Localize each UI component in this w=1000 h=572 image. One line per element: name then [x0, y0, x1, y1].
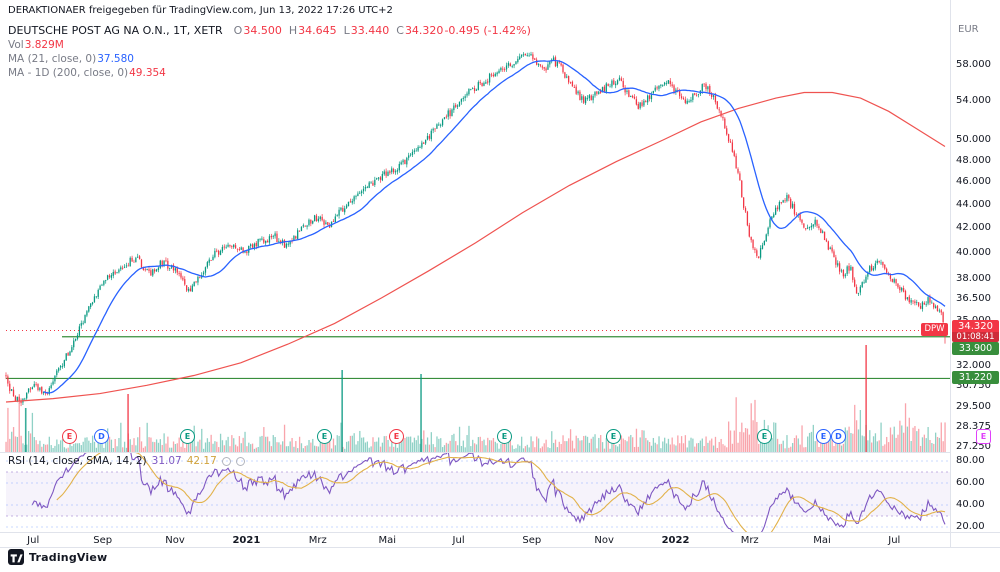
symbol-row: DEUTSCHE POST AG NA O.N., 1T, XETR O34.50… — [8, 23, 531, 38]
time-axis-label[interactable]: Mai — [813, 535, 831, 546]
price-axis-label[interactable]: 27.250 — [956, 441, 991, 453]
rsi-legend: RSI (14, close, SMA, 14, 2) 31.07 42.17 — [8, 455, 245, 467]
time-axis-label[interactable]: Jul — [27, 535, 40, 546]
volume-label[interactable]: Vol — [8, 39, 24, 51]
price-axis-label[interactable]: 28.375 — [956, 420, 991, 432]
time-axis-label[interactable]: Mrz — [740, 535, 759, 546]
ma21-label[interactable]: MA (21, close, 0) — [8, 53, 97, 65]
time-axis-label[interactable]: 2022 — [661, 535, 690, 546]
support-level-badge-1[interactable]: 33.900 — [952, 341, 999, 355]
high-label: H — [288, 24, 298, 37]
time-axis-label[interactable]: Mai — [378, 535, 396, 546]
price-axis-label[interactable]: 35.000 — [956, 315, 991, 327]
price-axis-label[interactable]: 44.000 — [956, 198, 991, 210]
event-marker-d[interactable]: D — [831, 429, 846, 444]
chart-attribution: DERAKTIONAER freigegeben für TradingView… — [8, 5, 393, 16]
price-axis-label[interactable]: 50.000 — [956, 133, 991, 145]
event-marker-d[interactable]: D — [94, 429, 109, 444]
event-marker-e[interactable]: E — [976, 429, 991, 444]
support-level-badge-2[interactable]: 31.220 — [952, 371, 999, 385]
high-value: 34.645 — [298, 24, 337, 37]
price-axis-label[interactable]: 29.500 — [956, 401, 991, 413]
event-marker-e[interactable]: E — [816, 429, 831, 444]
event-marker-e[interactable]: E — [62, 429, 77, 444]
open-value: 34.500 — [243, 24, 282, 37]
tradingview-logo[interactable]: TradingView — [8, 549, 107, 565]
price-axis-label[interactable]: 48.000 — [956, 154, 991, 166]
price-axis-label[interactable]: 54.000 — [956, 94, 991, 106]
event-marker-e[interactable]: E — [757, 429, 772, 444]
event-marker-e[interactable]: E — [180, 429, 195, 444]
rsi-axis-label[interactable]: 40.00 — [956, 499, 985, 510]
ma200-label[interactable]: MA - 1D (200, close, 0) — [8, 67, 129, 79]
close-label: C — [396, 24, 404, 37]
symbol-title[interactable]: DEUTSCHE POST AG NA O.N., 1T, XETR — [8, 24, 223, 37]
close-value: 34.320 — [404, 24, 444, 37]
tradingview-logo-icon — [8, 549, 24, 565]
open-label: O — [233, 24, 243, 37]
price-axis-label[interactable]: 32.000 — [956, 359, 991, 371]
time-axis-label[interactable]: Mrz — [308, 535, 327, 546]
price-axis-label[interactable]: 42.000 — [956, 222, 991, 234]
time-axis-label[interactable]: Sep — [522, 535, 542, 546]
rsi-axis-label[interactable]: 80.00 — [956, 455, 985, 466]
price-axis-label[interactable]: 30.750 — [956, 380, 991, 392]
last-price-badge[interactable]: 34.320 01:08:41 — [952, 320, 999, 343]
time-axis-label[interactable]: Sep — [93, 535, 113, 546]
rsi-more-icon[interactable] — [235, 456, 245, 466]
rsi-axis-label[interactable]: 60.00 — [956, 477, 985, 488]
change-value: -0.495 (-1.42%) — [444, 24, 531, 37]
time-axis-label[interactable]: Nov — [594, 535, 614, 546]
price-axis-label[interactable]: 46.000 — [956, 176, 991, 188]
ma21-row: MA (21, close, 0)37.580 — [8, 52, 531, 66]
event-marker-e[interactable]: E — [389, 429, 404, 444]
low-value: 33.440 — [350, 24, 390, 37]
price-axis-label[interactable]: 58.000 — [956, 58, 991, 70]
event-marker-e[interactable]: E — [606, 429, 621, 444]
bar-countdown-timer: 01:08:41 — [952, 332, 999, 343]
rsi-axis-label[interactable]: 20.00 — [956, 521, 985, 532]
ma21-value: 37.580 — [97, 53, 134, 65]
chart-legend: DEUTSCHE POST AG NA O.N., 1T, XETR O34.50… — [8, 23, 531, 80]
event-marker-e[interactable]: E — [317, 429, 332, 444]
event-marker-e[interactable]: E — [497, 429, 512, 444]
time-axis-label[interactable]: Jul — [888, 535, 901, 546]
currency-label: EUR — [958, 24, 979, 35]
ma200-row: MA - 1D (200, close, 0)49.354 — [8, 66, 531, 80]
price-axis-label[interactable]: 38.000 — [956, 272, 991, 284]
time-axis-label[interactable]: Nov — [165, 535, 185, 546]
price-axis-label[interactable]: 40.000 — [956, 246, 991, 258]
ma200-value: 49.354 — [129, 67, 166, 79]
rsi-ma-value: 42.17 — [186, 455, 217, 467]
price-axis-label[interactable]: 36.500 — [956, 293, 991, 305]
tradingview-logo-text: TradingView — [29, 550, 108, 564]
time-axis-label[interactable]: Jul — [452, 535, 465, 546]
low-label: L — [343, 24, 350, 37]
volume-value: 3.829M — [24, 39, 64, 51]
rsi-value: 31.07 — [151, 455, 182, 467]
symbol-price-tag: DPW — [921, 323, 948, 337]
time-axis-label[interactable]: 2021 — [232, 535, 261, 546]
volume-row: Vol3.829M — [8, 38, 531, 52]
rsi-settings-icon[interactable] — [221, 456, 231, 466]
rsi-label[interactable]: RSI (14, close, SMA, 14, 2) — [8, 455, 147, 467]
last-price-value: 34.320 — [958, 321, 993, 333]
